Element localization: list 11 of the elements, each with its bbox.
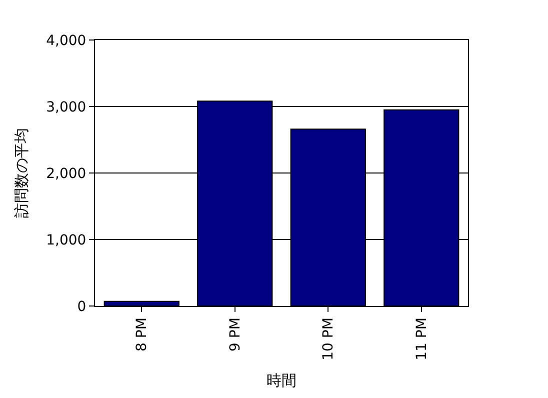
x-tick-label: 9 PM — [227, 318, 244, 352]
x-tick-label: 8 PM — [134, 318, 150, 352]
y-axis-title: 訪問数の平均 — [12, 128, 30, 218]
y-tick-label: 4,000 — [46, 32, 86, 49]
y-tick-label: 2,000 — [46, 166, 86, 182]
y-tick-label: 0 — [77, 298, 86, 315]
y-tick-label: 3,000 — [46, 99, 86, 116]
x-tick-label: 10 PM — [320, 318, 337, 360]
x-axis-title: 時間 — [266, 371, 296, 390]
x-tick-label: 11 PM — [414, 318, 430, 360]
y-tick-label: 1,000 — [46, 232, 86, 248]
